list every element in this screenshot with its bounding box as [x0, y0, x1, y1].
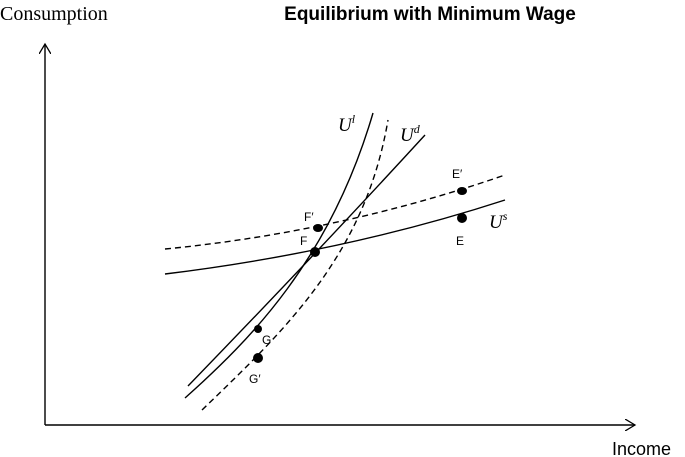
curve-label: Ud — [400, 122, 421, 146]
curve-label: Ul — [338, 112, 356, 136]
curve-label-sup: l — [352, 112, 356, 126]
curve-ud-shifted — [201, 119, 389, 411]
curve-label-base: U — [338, 115, 353, 136]
curve-label-sup: d — [414, 122, 421, 136]
title: Equilibrium with Minimum Wage — [284, 4, 576, 25]
curve-label-base: U — [400, 125, 415, 146]
point-label: F — [300, 234, 307, 248]
point — [254, 325, 262, 333]
curve-label-base: U — [489, 212, 504, 233]
point-label: E — [456, 234, 464, 248]
curve-label-sup: s — [503, 209, 508, 223]
curve-ud — [187, 134, 426, 387]
point — [457, 187, 467, 195]
point — [253, 353, 263, 363]
point — [313, 224, 323, 232]
x-axis-label: Income — [612, 439, 671, 457]
y-axis-label: Consumption — [0, 3, 108, 25]
curve-ul — [184, 112, 374, 399]
point-label: F′ — [304, 210, 314, 224]
curve-label: Us — [489, 209, 508, 233]
point — [310, 247, 320, 257]
point-label: G′ — [249, 372, 261, 386]
point — [457, 213, 467, 223]
point-label: G — [262, 333, 271, 347]
point-label: E′ — [452, 167, 463, 181]
